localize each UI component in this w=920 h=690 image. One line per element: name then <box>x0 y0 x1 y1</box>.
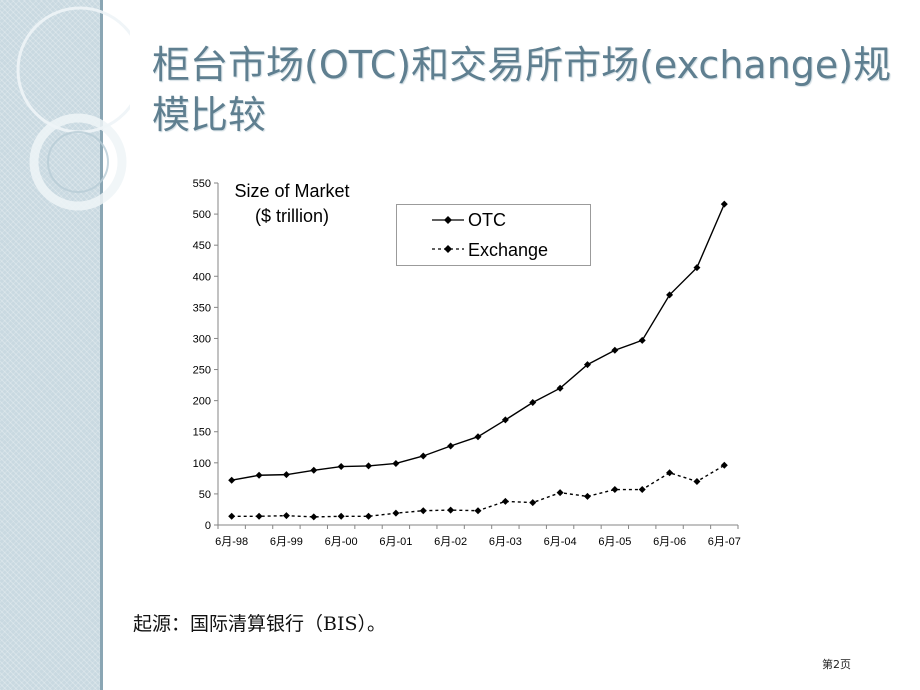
sidebar-edge <box>100 0 103 690</box>
data-point-otc <box>501 416 509 424</box>
data-point-exchange <box>365 512 373 520</box>
data-point-exchange <box>638 486 646 494</box>
y-tick-label: 400 <box>193 271 211 283</box>
data-point-otc <box>447 442 455 450</box>
data-point-otc <box>392 459 400 467</box>
x-tick-label: 6月-07 <box>708 536 741 548</box>
y-axis-label-line1: Size of Market <box>234 181 349 201</box>
data-point-otc <box>310 466 318 474</box>
data-point-exchange <box>693 477 701 485</box>
legend-exchange-marker <box>444 245 452 253</box>
data-point-otc <box>529 399 537 407</box>
data-point-otc <box>474 433 482 441</box>
x-tick-label: 6月-06 <box>653 536 686 548</box>
y-tick-label: 550 <box>193 178 211 190</box>
market-size-line-chart: 0 50 100 150 200 250 300 350 400 450 500 550 6月-98 6月… <box>193 178 741 548</box>
data-point-exchange <box>666 469 674 477</box>
source-note: 起源：国际清算银行（BIS）。 <box>133 613 386 635</box>
data-point-exchange <box>583 492 591 500</box>
chart-legend: OTC Exchange <box>396 204 591 266</box>
data-point-otc <box>337 463 345 471</box>
data-point-exchange <box>556 489 564 497</box>
data-point-otc <box>720 200 728 208</box>
y-tick-label: 500 <box>193 209 211 221</box>
y-tick-label: 350 <box>193 302 211 314</box>
data-point-otc <box>365 462 373 470</box>
chart-ticks: 0 50 100 150 200 250 300 350 400 450 500 550 6月-98 6月… <box>193 178 741 548</box>
legend-otc-marker <box>444 216 452 224</box>
x-tick-label: 6月-05 <box>598 536 631 548</box>
x-tick-label: 6月-03 <box>489 536 522 548</box>
data-point-otc <box>255 471 263 479</box>
y-tick-label: 450 <box>193 240 211 252</box>
y-tick-label: 0 <box>205 520 211 532</box>
y-tick-label: 200 <box>193 396 211 408</box>
y-axis-label-line2: ($ trillion) <box>255 206 329 226</box>
data-point-exchange <box>474 507 482 515</box>
slide-sidebar-decoration <box>0 0 100 690</box>
data-point-exchange <box>337 512 345 520</box>
data-point-exchange <box>720 461 728 469</box>
data-point-exchange <box>501 497 509 505</box>
data-point-otc <box>282 471 290 479</box>
data-point-exchange <box>255 512 263 520</box>
slide-title: 柜台市场(OTC)和交易所市场(exchange)规模比较 <box>152 43 892 137</box>
data-point-otc <box>419 452 427 460</box>
data-point-otc <box>611 346 619 354</box>
page-number: 第2页 <box>822 658 851 671</box>
y-tick-label: 150 <box>193 427 211 439</box>
x-tick-label: 6月-02 <box>434 536 467 548</box>
x-tick-label: 6月-99 <box>270 536 303 548</box>
data-point-exchange <box>228 512 236 520</box>
x-tick-label: 6月-01 <box>379 536 412 548</box>
x-tick-label: 6月-00 <box>325 536 358 548</box>
x-tick-label: 6月-04 <box>544 536 577 548</box>
data-point-exchange <box>392 509 400 517</box>
legend-exchange-label: Exchange <box>468 240 548 260</box>
legend-otc-label: OTC <box>468 210 506 230</box>
chart-series <box>228 200 728 521</box>
data-point-exchange <box>282 512 290 520</box>
data-point-otc <box>228 476 236 484</box>
data-point-exchange <box>611 486 619 494</box>
y-tick-label: 100 <box>193 458 211 470</box>
data-point-exchange <box>310 513 318 521</box>
y-tick-label: 50 <box>199 489 211 501</box>
x-tick-label: 6月-98 <box>215 536 248 548</box>
data-point-otc <box>638 336 646 344</box>
data-point-otc <box>666 291 674 299</box>
data-point-otc <box>693 264 701 272</box>
data-point-otc <box>556 384 564 392</box>
chart-axes <box>217 183 738 526</box>
y-tick-label: 300 <box>193 333 211 345</box>
data-point-exchange <box>419 507 427 515</box>
data-point-otc <box>583 361 591 369</box>
data-point-exchange <box>447 506 455 514</box>
data-point-exchange <box>529 499 537 507</box>
y-tick-label: 250 <box>193 365 211 377</box>
